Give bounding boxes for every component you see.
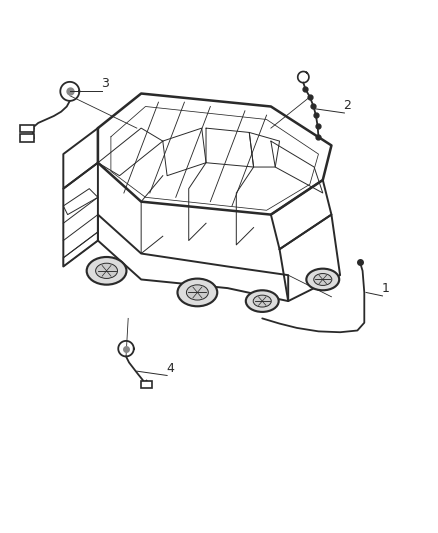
Ellipse shape (246, 290, 279, 312)
Ellipse shape (177, 279, 217, 306)
Text: 1: 1 (381, 282, 389, 295)
Ellipse shape (187, 285, 208, 300)
Text: 3: 3 (101, 77, 109, 91)
FancyBboxPatch shape (20, 125, 34, 132)
Text: 2: 2 (343, 99, 351, 112)
Text: 4: 4 (166, 361, 174, 375)
Ellipse shape (87, 257, 127, 285)
Ellipse shape (314, 273, 332, 285)
Ellipse shape (253, 295, 271, 307)
FancyBboxPatch shape (141, 381, 152, 387)
Ellipse shape (306, 269, 339, 290)
FancyBboxPatch shape (20, 134, 34, 142)
Ellipse shape (95, 263, 117, 278)
